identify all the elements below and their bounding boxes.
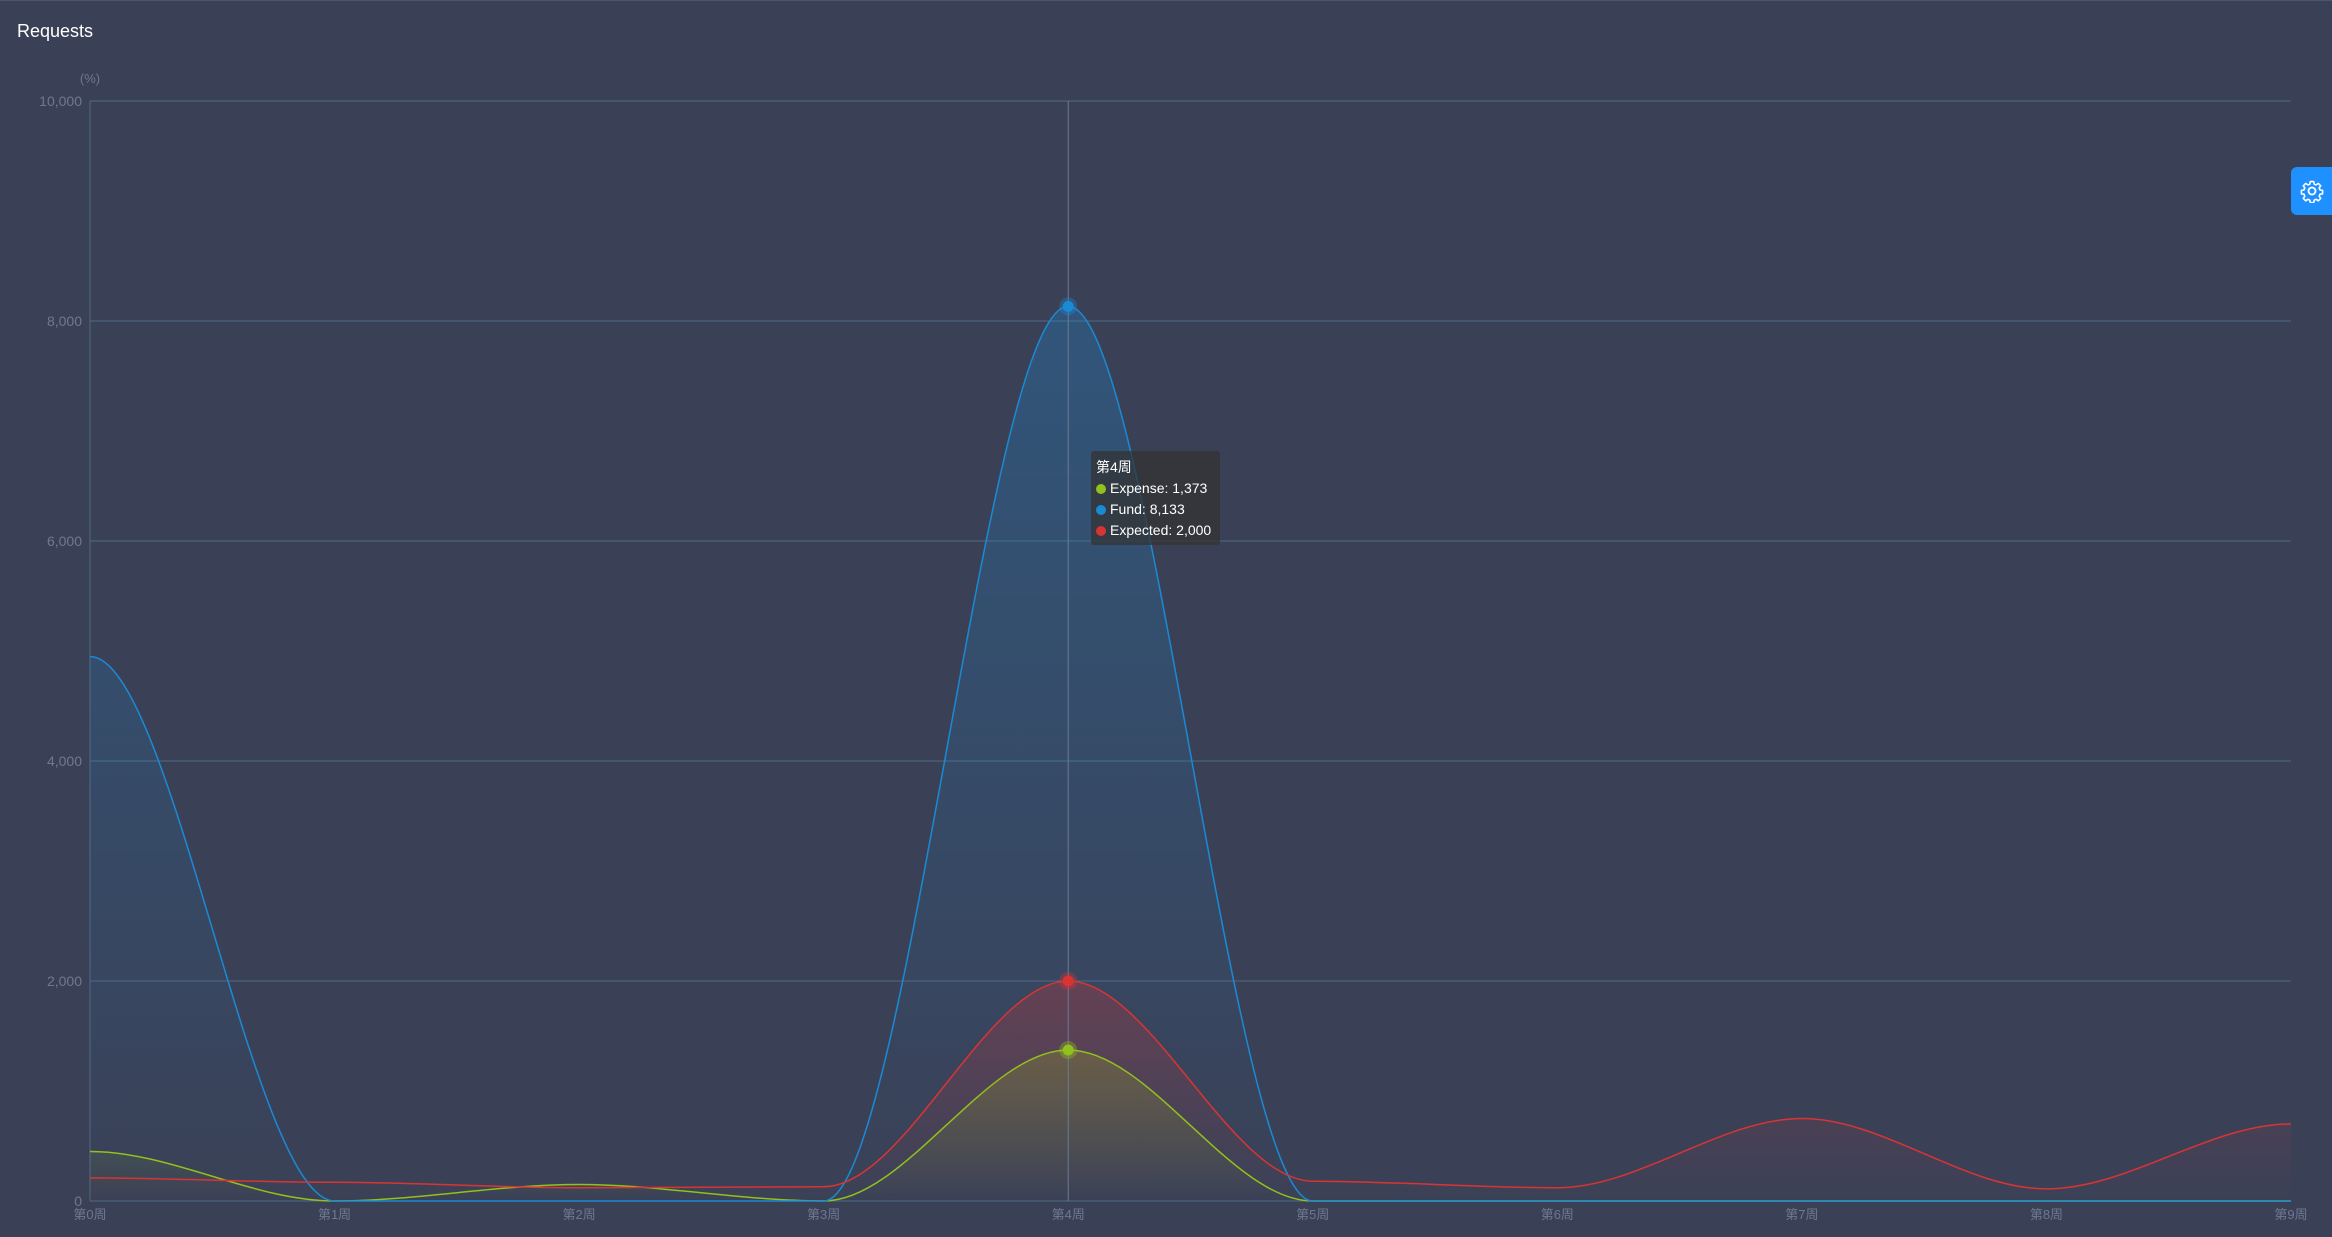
highlight-point-fund[interactable] — [1062, 300, 1074, 312]
axis-labels: 0 2,000 4,000 6,000 8,000 10,000 (%) 第0周 第1周 第2周 第… — [39, 71, 2307, 1222]
tooltip-title: 第4周 — [1096, 459, 1132, 475]
x-tick-label: 第1周 — [318, 1207, 351, 1222]
x-tick-label: 第6周 — [1541, 1207, 1574, 1222]
x-tick-label: 第0周 — [73, 1207, 106, 1222]
x-tick-label: 第4周 — [1052, 1207, 1085, 1222]
tooltip-label-fund: Fund: 8,133 — [1110, 501, 1185, 517]
highlight-point-expense[interactable] — [1062, 1044, 1074, 1056]
y-tick-label: 8,000 — [47, 313, 82, 329]
gear-icon — [2300, 180, 2323, 203]
tooltip-row-expected: Expected: 2,000 — [1096, 520, 1215, 541]
line-expected[interactable] — [89, 980, 2292, 1190]
y-tick-label: 10,000 — [39, 93, 82, 109]
x-tick-label: 第9周 — [2274, 1207, 2307, 1222]
x-tick-label: 第8周 — [2030, 1207, 2063, 1222]
x-tick-label: 第5周 — [1296, 1207, 1329, 1222]
y-tick-label: 0 — [74, 1193, 82, 1209]
tooltip-label-expected: Expected: 2,000 — [1110, 522, 1212, 538]
tooltip-row-expense: Expense: 1,373 — [1096, 478, 1215, 499]
x-tick-label: 第2周 — [562, 1207, 595, 1222]
y-tick-label: 2,000 — [47, 973, 82, 989]
x-tick-label: 第3周 — [807, 1207, 840, 1222]
panel-title: Requests — [17, 21, 94, 41]
tooltip: 第4周 Expense: 1,373 Fund: 8,133 Expected:… — [1091, 451, 1220, 545]
tooltip-marker-expected — [1096, 525, 1106, 536]
x-tick-label: 第7周 — [1785, 1207, 1818, 1222]
y-unit-label: (%) — [80, 71, 100, 86]
line-fund[interactable] — [89, 305, 2291, 1202]
area-expected — [90, 981, 2291, 1201]
tooltip-row-fund: Fund: 8,133 — [1096, 499, 1215, 520]
highlight-points — [1059, 297, 1078, 1059]
y-tick-label: 6,000 — [47, 533, 82, 549]
settings-button[interactable] — [2291, 167, 2332, 215]
tooltip-marker-expense — [1096, 483, 1106, 494]
tooltip-label-expense: Expense: 1,373 — [1110, 480, 1208, 496]
y-tick-label: 4,000 — [47, 753, 82, 769]
series-lines — [89, 305, 2292, 1202]
tooltip-marker-fund — [1096, 504, 1106, 515]
highlight-point-expected[interactable] — [1062, 975, 1074, 987]
